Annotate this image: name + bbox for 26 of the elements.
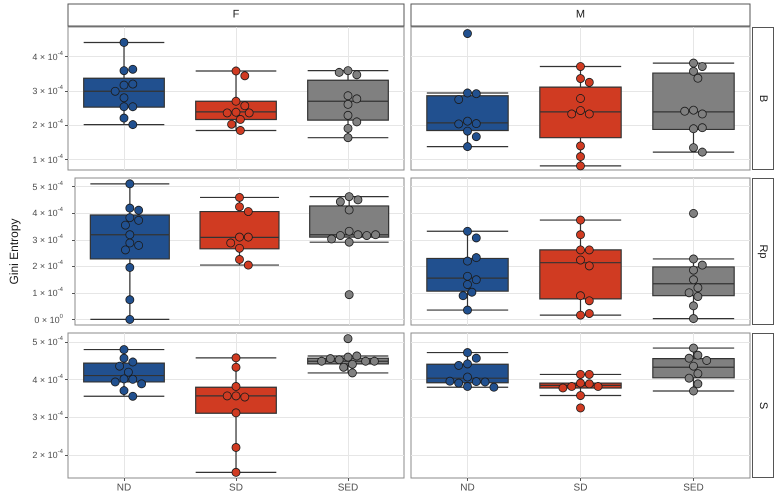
chart-title: F xyxy=(232,8,240,20)
text: S xyxy=(757,402,769,410)
y-tick-label: 4 × 10$^{-4}$ xyxy=(32,50,63,64)
x-tick-label: SED xyxy=(683,482,704,494)
y-tick-label: 3 × 10$^{-4}$ xyxy=(32,410,63,424)
x-tick-label: ND xyxy=(460,482,475,494)
x-tick-label: ND xyxy=(116,482,132,494)
chart-title: M xyxy=(576,8,586,20)
y-tick-label: 3 × 10$^{-4}$ xyxy=(32,84,63,98)
y-tick-label: 1 × 10$^{-4}$ xyxy=(32,152,63,167)
y-tick-label: 2 × 10$^{-4}$ xyxy=(32,118,63,132)
y-tick-label: 3 × 10$^{-4}$ xyxy=(32,232,63,247)
y-tick-label: 4 × 10$^{-4}$ xyxy=(32,372,63,387)
text: B xyxy=(757,94,769,102)
y-tick-label: 1 × 10$^{-4}$ xyxy=(32,286,63,300)
x-tick-label: SD xyxy=(229,482,243,494)
y-tick-label: 5 × 10$^{-4}$ xyxy=(32,180,63,194)
text: Rp xyxy=(757,244,769,259)
y-tick-label: 0 × 10$^{0}$ xyxy=(34,312,63,327)
y-tick-label: 2 × 10$^{-4}$ xyxy=(32,259,63,274)
x-tick-label: SED xyxy=(338,482,358,494)
y-tick-label: 4 × 10$^{-4}$ xyxy=(32,206,63,220)
y-axis-title: Gini Entropy xyxy=(7,218,21,285)
x-tick-label: SD xyxy=(574,482,588,494)
y-tick-label: 2 × 10$^{-4}$ xyxy=(32,448,63,462)
y-tick-label: 5 × 10$^{-4}$ xyxy=(32,335,63,350)
